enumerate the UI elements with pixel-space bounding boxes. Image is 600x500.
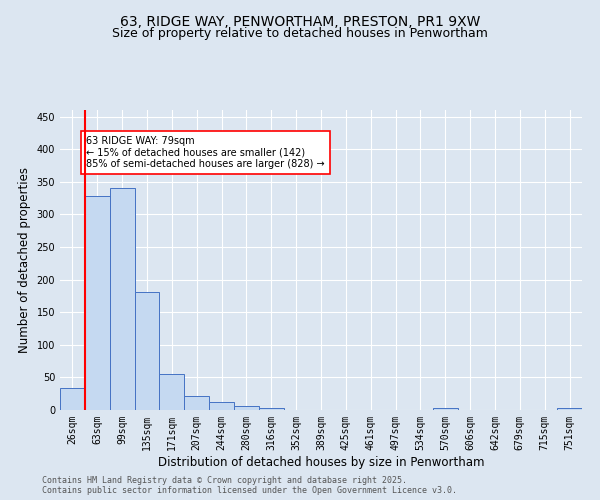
- X-axis label: Distribution of detached houses by size in Penwortham: Distribution of detached houses by size …: [158, 456, 484, 468]
- Bar: [160, 374, 184, 410]
- Bar: [60, 388, 85, 410]
- Bar: [433, 408, 458, 410]
- Bar: [209, 402, 234, 410]
- Text: Contains public sector information licensed under the Open Government Licence v3: Contains public sector information licen…: [42, 486, 457, 495]
- Text: Size of property relative to detached houses in Penwortham: Size of property relative to detached ho…: [112, 28, 488, 40]
- Text: Contains HM Land Registry data © Crown copyright and database right 2025.: Contains HM Land Registry data © Crown c…: [42, 476, 407, 485]
- Bar: [184, 396, 209, 410]
- Bar: [259, 408, 284, 410]
- Bar: [557, 408, 582, 410]
- Bar: [110, 188, 134, 410]
- Text: 63 RIDGE WAY: 79sqm
← 15% of detached houses are smaller (142)
85% of semi-detac: 63 RIDGE WAY: 79sqm ← 15% of detached ho…: [86, 136, 325, 170]
- Bar: [234, 406, 259, 410]
- Bar: [85, 196, 110, 410]
- Bar: [134, 292, 160, 410]
- Y-axis label: Number of detached properties: Number of detached properties: [18, 167, 31, 353]
- Text: 63, RIDGE WAY, PENWORTHAM, PRESTON, PR1 9XW: 63, RIDGE WAY, PENWORTHAM, PRESTON, PR1 …: [120, 15, 480, 29]
